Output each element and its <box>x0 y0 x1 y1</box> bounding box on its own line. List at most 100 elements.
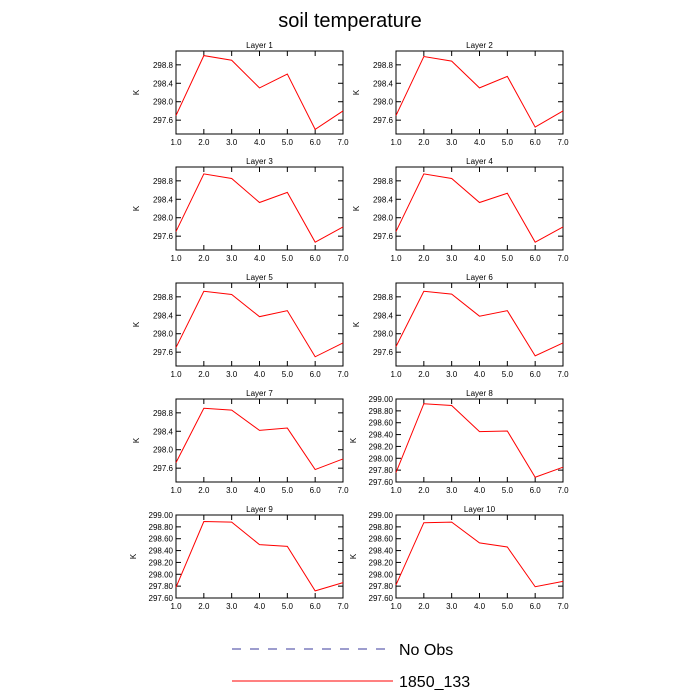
y-tick-label: 299.00 <box>369 395 394 404</box>
panel-title: Layer 7 <box>246 389 273 398</box>
y-tick-label: 298.80 <box>369 407 394 416</box>
x-tick-label: 6.0 <box>530 602 542 611</box>
x-tick-label: 6.0 <box>310 370 322 379</box>
plot-frame <box>395 514 564 599</box>
y-tick-label: 298.8 <box>153 177 174 186</box>
y-tick-label: 299.00 <box>149 511 174 520</box>
y-tick-label: 298.4 <box>373 195 394 204</box>
chart-panel: Layer 2 1.0 2.0 3.0 4.0 5.0 6.0 7.0 297.6 298.0 29… <box>352 41 569 147</box>
panel-title: Layer 1 <box>246 41 273 50</box>
panel-title: Layer 10 <box>464 505 496 514</box>
x-tick-label: 6.0 <box>530 254 542 263</box>
y-tick-label: 298.0 <box>153 214 174 223</box>
y-tick-label: 298.4 <box>153 311 174 320</box>
x-tick-label: 4.0 <box>474 254 486 263</box>
x-tick-label: 5.0 <box>502 370 514 379</box>
x-tick-label: 3.0 <box>226 138 238 147</box>
y-tick-label: 298.8 <box>153 293 174 302</box>
series-line-1850-133 <box>395 290 564 357</box>
x-tick-label: 4.0 <box>474 602 486 611</box>
y-tick-label: 298.00 <box>369 454 394 463</box>
y-tick-label: 297.6 <box>373 116 394 125</box>
y-tick-label: 297.6 <box>153 116 174 125</box>
x-tick-label: 2.0 <box>418 370 430 379</box>
y-tick-label: 298.60 <box>369 419 394 428</box>
y-tick-label: 298.0 <box>153 330 174 339</box>
x-tick-label: 7.0 <box>557 370 569 379</box>
y-tick-label: 298.40 <box>149 547 174 556</box>
x-tick-label: 6.0 <box>310 254 322 263</box>
x-tick-label: 7.0 <box>337 254 349 263</box>
x-tick-label: 4.0 <box>474 138 486 147</box>
y-tick-label: 298.0 <box>373 98 394 107</box>
y-tick-label: 299.00 <box>369 511 394 520</box>
x-tick-label: 4.0 <box>254 370 266 379</box>
x-tick-label: 1.0 <box>390 370 402 379</box>
series-line-1850-133 <box>395 403 564 478</box>
series-line-1850-133 <box>175 521 344 592</box>
x-tick-label: 4.0 <box>254 602 266 611</box>
panels-group: Layer 1 1.0 2.0 3.0 4.0 5.0 6.0 7.0 297.6 298.0 29… <box>129 41 569 611</box>
x-tick-label: 6.0 <box>310 486 322 495</box>
panel-title: Layer 4 <box>466 157 493 166</box>
x-tick-label: 1.0 <box>390 486 402 495</box>
series-line-1850-133 <box>395 55 564 128</box>
y-tick-label: 298.0 <box>153 98 174 107</box>
x-tick-label: 5.0 <box>282 254 294 263</box>
x-tick-label: 6.0 <box>530 370 542 379</box>
y-tick-label: 298.4 <box>373 311 394 320</box>
y-tick-label: 298.8 <box>153 61 174 70</box>
figure-title: soil temperature <box>278 10 421 32</box>
y-tick-label: 297.6 <box>373 232 394 241</box>
chart-panel: Layer 3 1.0 2.0 3.0 4.0 5.0 6.0 7.0 297.6 298.0 29… <box>132 157 349 263</box>
x-tick-label: 1.0 <box>390 254 402 263</box>
y-tick-label: 297.6 <box>153 348 174 357</box>
x-tick-label: 1.0 <box>390 602 402 611</box>
x-tick-label: 3.0 <box>446 138 458 147</box>
x-tick-label: 2.0 <box>418 138 430 147</box>
y-tick-label: 298.8 <box>153 409 174 418</box>
x-tick-label: 3.0 <box>446 602 458 611</box>
x-tick-label: 2.0 <box>418 602 430 611</box>
x-tick-label: 1.0 <box>170 486 182 495</box>
y-tick-label: 297.60 <box>369 594 394 603</box>
panel-title: Layer 6 <box>466 273 493 282</box>
x-tick-label: 2.0 <box>418 254 430 263</box>
y-tick-label: 297.80 <box>369 582 394 591</box>
y-tick-label: 298.60 <box>149 535 174 544</box>
y-axis-label: K <box>132 89 141 95</box>
chart-panel: Layer 6 1.0 2.0 3.0 4.0 5.0 6.0 7.0 297.6 298.0 29… <box>352 273 569 379</box>
x-tick-label: 7.0 <box>557 486 569 495</box>
chart-panel: Layer 1 1.0 2.0 3.0 4.0 5.0 6.0 7.0 297.6 298.0 29… <box>132 41 349 147</box>
chart-panel: Layer 4 1.0 2.0 3.0 4.0 5.0 6.0 7.0 297.6 298.0 29… <box>352 157 569 263</box>
y-tick-label: 298.20 <box>369 558 394 567</box>
y-tick-label: 298.8 <box>373 177 394 186</box>
y-tick-label: 298.20 <box>149 558 174 567</box>
y-tick-label: 298.0 <box>153 446 174 455</box>
y-tick-label: 298.00 <box>149 570 174 579</box>
x-tick-label: 1.0 <box>170 254 182 263</box>
x-tick-label: 7.0 <box>557 254 569 263</box>
series-line-1850-133 <box>395 173 564 243</box>
y-tick-label: 297.60 <box>369 478 394 487</box>
x-tick-label: 7.0 <box>337 602 349 611</box>
chart-panel: Layer 7 1.0 2.0 3.0 4.0 5.0 6.0 7.0 297.6 298.0 29… <box>132 389 349 495</box>
y-axis-label: K <box>132 321 141 327</box>
x-tick-label: 1.0 <box>390 138 402 147</box>
series-line-1850-133 <box>395 521 564 588</box>
x-tick-label: 2.0 <box>418 486 430 495</box>
plot-frame <box>395 282 564 367</box>
y-tick-label: 298.80 <box>369 523 394 532</box>
x-tick-label: 2.0 <box>198 138 210 147</box>
y-tick-label: 298.0 <box>373 214 394 223</box>
y-axis-label: K <box>132 205 141 211</box>
y-tick-label: 298.40 <box>369 431 394 440</box>
y-tick-label: 298.80 <box>149 523 174 532</box>
x-tick-label: 7.0 <box>557 602 569 611</box>
series-line-1850-133 <box>175 55 344 131</box>
y-axis-label: K <box>352 321 361 327</box>
x-tick-label: 4.0 <box>254 138 266 147</box>
y-tick-label: 298.4 <box>153 427 174 436</box>
chart-panel: Layer 9 1.0 2.0 3.0 4.0 5.0 6.0 7.0 297.60 297.80… <box>129 505 349 611</box>
x-tick-label: 5.0 <box>502 254 514 263</box>
